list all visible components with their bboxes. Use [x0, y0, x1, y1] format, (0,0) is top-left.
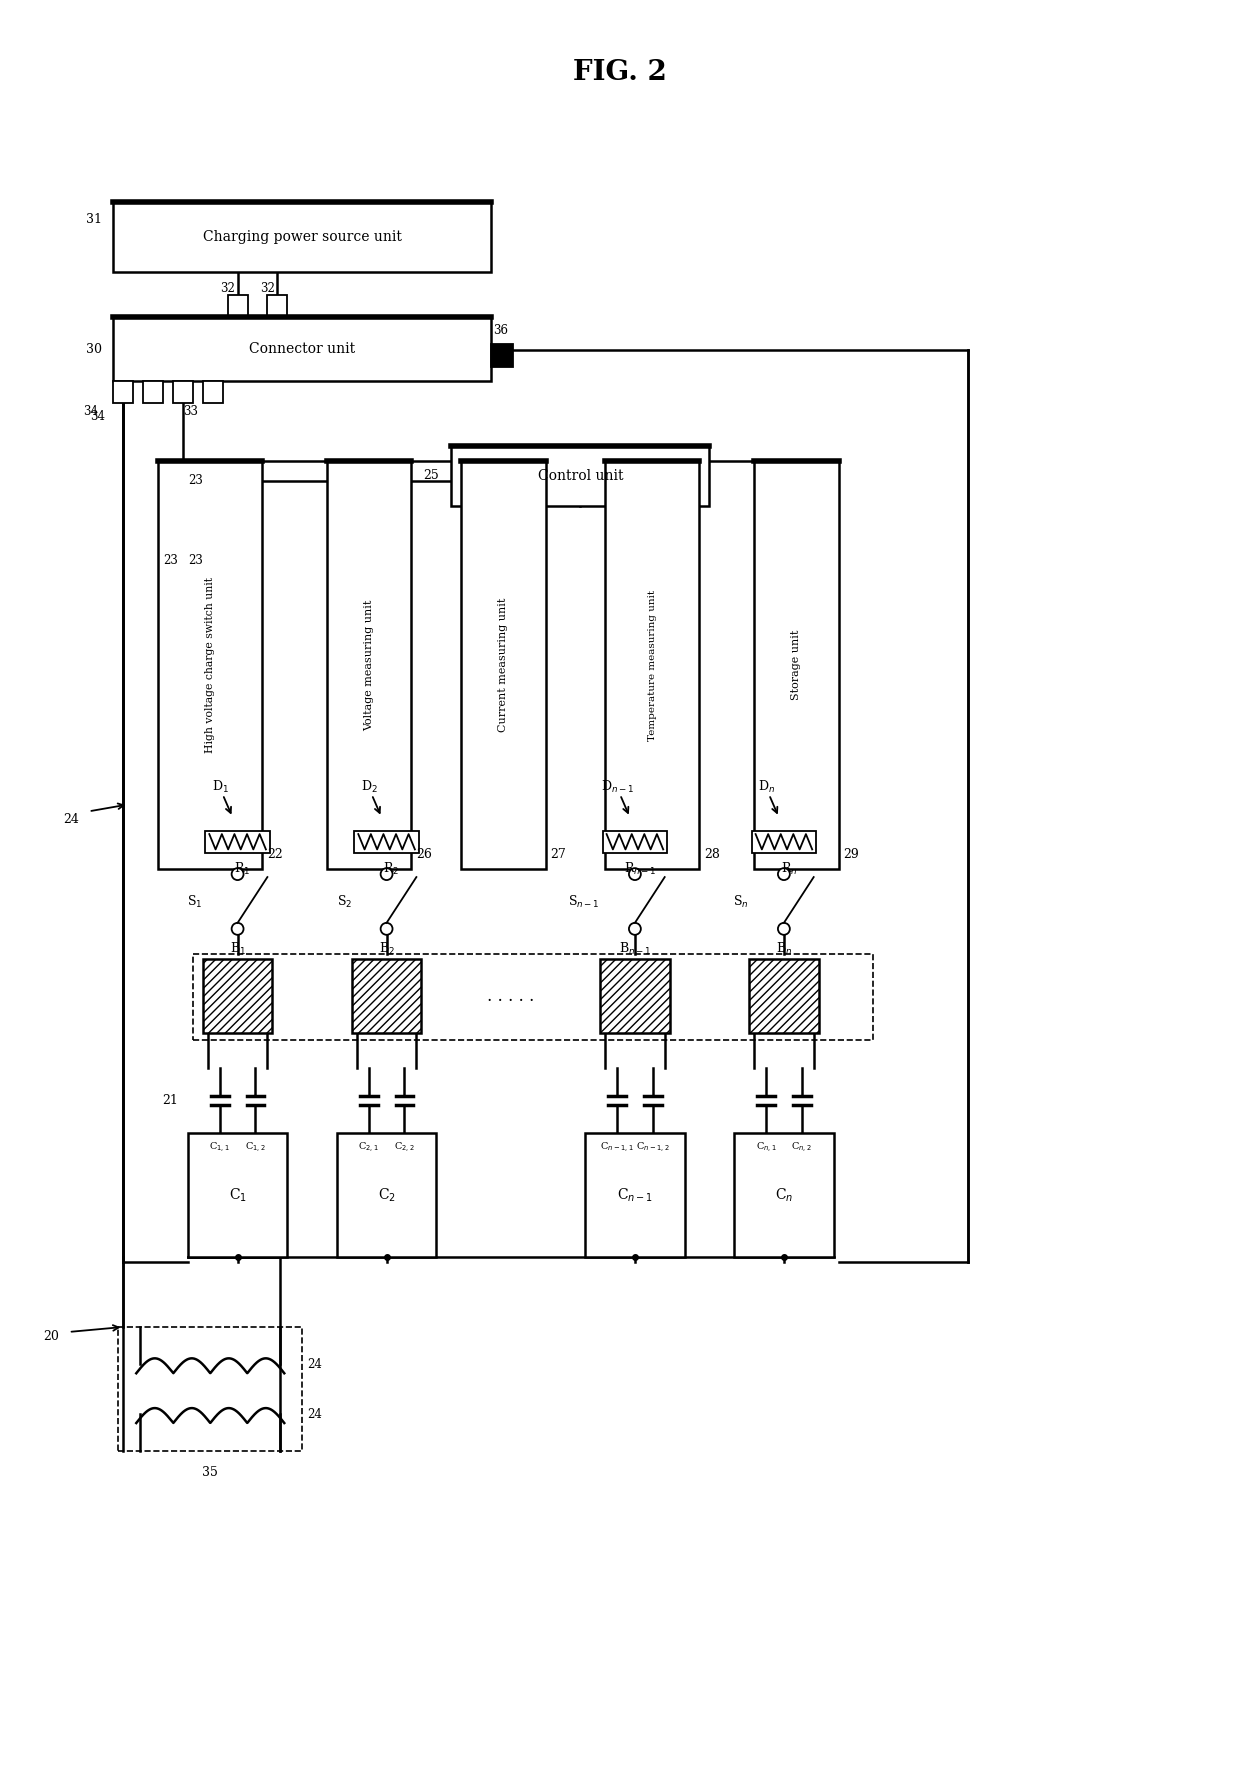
Bar	[749, 959, 818, 1034]
Bar	[206, 830, 270, 853]
Bar	[491, 343, 512, 367]
Circle shape	[232, 868, 243, 880]
Text: C$_{n-1,2}$: C$_{n-1,2}$	[636, 1141, 670, 1156]
Bar	[585, 1132, 684, 1258]
Circle shape	[777, 923, 790, 936]
Text: C$_{1,1}$: C$_{1,1}$	[210, 1141, 231, 1156]
Text: C$_1$: C$_1$	[228, 1186, 247, 1204]
Text: C$_n$: C$_n$	[775, 1186, 794, 1204]
Bar	[603, 830, 667, 853]
Text: B$_1$: B$_1$	[229, 941, 246, 957]
Text: Voltage measuring unit: Voltage measuring unit	[365, 599, 374, 730]
Text: S$_1$: S$_1$	[187, 893, 203, 909]
Text: B$_{n-1}$: B$_{n-1}$	[619, 941, 651, 957]
Circle shape	[232, 923, 243, 936]
Bar	[113, 381, 133, 403]
Bar	[751, 830, 816, 853]
Text: 32: 32	[221, 283, 236, 295]
Text: 26: 26	[417, 848, 433, 861]
Text: . . . . .: . . . . .	[487, 988, 534, 1005]
Text: R$_2$: R$_2$	[383, 861, 399, 877]
Text: S$_n$: S$_n$	[734, 893, 749, 909]
Bar	[327, 462, 412, 869]
Bar	[174, 381, 193, 403]
Text: R$_{n-1}$: R$_{n-1}$	[624, 861, 656, 877]
Text: 21: 21	[162, 1095, 179, 1107]
Text: 31: 31	[86, 213, 102, 225]
Text: 29: 29	[843, 848, 859, 861]
Circle shape	[629, 868, 641, 880]
Text: 23: 23	[188, 555, 203, 567]
Text: B$_n$: B$_n$	[776, 941, 792, 957]
Text: S$_{n-1}$: S$_{n-1}$	[568, 893, 600, 909]
Text: S$_2$: S$_2$	[336, 893, 352, 909]
Text: 34: 34	[91, 410, 105, 422]
Bar	[159, 462, 263, 869]
Text: 25: 25	[424, 469, 439, 483]
Text: Charging power source unit: Charging power source unit	[202, 231, 402, 243]
Bar	[268, 295, 288, 317]
Text: 35: 35	[202, 1467, 218, 1480]
Bar	[734, 1132, 833, 1258]
Bar	[144, 381, 164, 403]
Bar	[605, 462, 699, 869]
Bar	[337, 1132, 436, 1258]
Text: 24: 24	[308, 1408, 322, 1420]
Text: D$_n$: D$_n$	[759, 778, 775, 794]
Text: Current measuring unit: Current measuring unit	[498, 598, 508, 732]
Text: 22: 22	[268, 848, 283, 861]
Bar	[461, 462, 546, 869]
Circle shape	[777, 868, 790, 880]
Text: 28: 28	[704, 848, 720, 861]
Circle shape	[381, 868, 393, 880]
Text: C$_{n-1,1}$: C$_{n-1,1}$	[600, 1141, 634, 1156]
Bar	[188, 1132, 288, 1258]
Text: Temperature measuring unit: Temperature measuring unit	[647, 590, 657, 741]
Text: R$_1$: R$_1$	[234, 861, 250, 877]
Text: D$_2$: D$_2$	[361, 778, 378, 794]
Bar	[228, 295, 248, 317]
Circle shape	[629, 923, 641, 936]
Text: C$_{n,2}$: C$_{n,2}$	[791, 1141, 812, 1156]
Bar	[118, 1327, 303, 1451]
Text: C$_{1,2}$: C$_{1,2}$	[246, 1141, 265, 1156]
Bar	[113, 202, 491, 272]
Text: C$_{2,1}$: C$_{2,1}$	[358, 1141, 379, 1156]
Text: D$_{n-1}$: D$_{n-1}$	[601, 778, 635, 794]
Text: 23: 23	[164, 555, 179, 567]
Bar	[193, 954, 873, 1041]
Text: 20: 20	[43, 1331, 58, 1344]
Text: 24: 24	[63, 812, 78, 827]
Text: 23: 23	[188, 474, 203, 487]
Circle shape	[381, 923, 393, 936]
Bar	[203, 381, 223, 403]
Text: 24: 24	[308, 1358, 322, 1370]
Bar	[203, 959, 273, 1034]
Text: High voltage charge switch unit: High voltage charge switch unit	[206, 578, 216, 753]
Text: R$_n$: R$_n$	[781, 861, 797, 877]
Bar	[113, 317, 491, 381]
Text: 34: 34	[83, 404, 98, 419]
Bar	[451, 445, 709, 506]
Text: D$_1$: D$_1$	[212, 778, 229, 794]
Text: C$_{n-1}$: C$_{n-1}$	[616, 1186, 653, 1204]
Bar	[754, 462, 838, 869]
Bar	[355, 830, 419, 853]
Text: C$_{n,1}$: C$_{n,1}$	[755, 1141, 776, 1156]
Text: 27: 27	[551, 848, 567, 861]
Text: Control unit: Control unit	[537, 469, 622, 483]
Text: C$_2$: C$_2$	[378, 1186, 396, 1204]
Text: Storage unit: Storage unit	[791, 630, 801, 699]
Text: C$_{2,2}$: C$_{2,2}$	[394, 1141, 415, 1156]
Bar	[600, 959, 670, 1034]
Text: Connector unit: Connector unit	[249, 342, 355, 356]
Text: 30: 30	[86, 342, 102, 356]
Text: 36: 36	[492, 324, 508, 336]
Text: B$_2$: B$_2$	[378, 941, 394, 957]
Text: 32: 32	[260, 283, 275, 295]
Bar	[352, 959, 422, 1034]
Text: FIG. 2: FIG. 2	[573, 59, 667, 86]
Text: 33: 33	[184, 404, 198, 419]
